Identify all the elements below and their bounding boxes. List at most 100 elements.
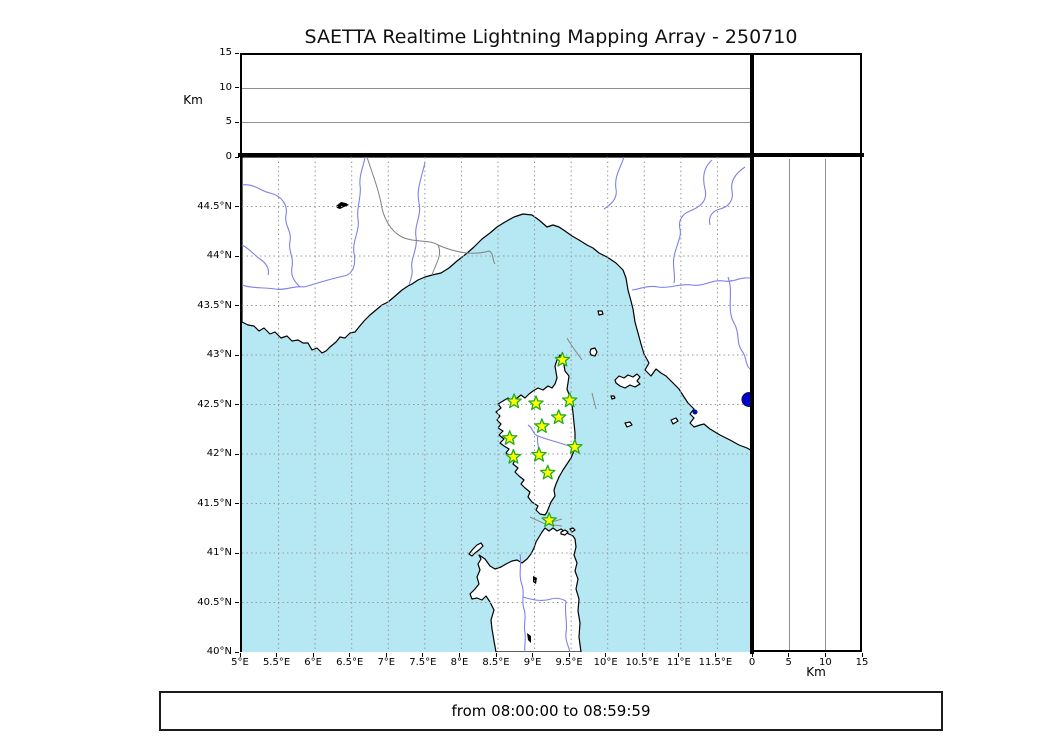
station-star-marker <box>501 430 518 445</box>
lon-tick-label: 10°E <box>593 657 618 668</box>
altitude-latitude-panel <box>752 157 862 652</box>
lon-tick-label: 8°E <box>450 657 469 668</box>
lon-tickmark <box>276 653 278 657</box>
altitude-gridline <box>242 122 750 124</box>
island-gorgona <box>597 310 604 316</box>
river <box>242 184 301 288</box>
altitude-tickmark <box>235 156 239 158</box>
panel-separator-vertical <box>750 53 754 654</box>
lat-tickmark <box>235 354 239 356</box>
lon-tickmark <box>605 653 607 657</box>
lat-tickmark <box>235 206 239 207</box>
station-star-marker <box>541 512 557 528</box>
map-gridlines <box>242 157 754 652</box>
lon-tickmark <box>495 653 497 657</box>
country-border <box>437 244 496 265</box>
time-range-text: from 08:00:00 to 08:59:59 <box>451 702 651 720</box>
island-capraia <box>589 347 598 357</box>
station-markers-group <box>501 351 583 528</box>
altitude-tick-label: 5 <box>225 116 232 128</box>
island-giglio <box>670 417 679 425</box>
km-tickmark <box>751 653 753 657</box>
river <box>631 277 754 291</box>
lat-tickmark <box>235 602 239 603</box>
island-elba <box>614 373 641 389</box>
river <box>519 553 526 652</box>
km-gridline <box>788 159 790 650</box>
river <box>603 157 625 210</box>
altitude-tickmark <box>235 121 239 123</box>
station-star-marker <box>567 438 583 454</box>
station-star-marker <box>505 448 522 464</box>
lat-tickmark <box>235 255 239 257</box>
km-tick-label: 15 <box>855 657 869 668</box>
altitude-tickmark <box>235 87 239 89</box>
lat-tick-label: 40°N <box>206 646 232 657</box>
river <box>242 244 270 276</box>
panel-separator-horizontal <box>238 153 864 157</box>
lon-tickmark <box>312 653 314 657</box>
lat-tick-label: 41.5°N <box>197 497 232 509</box>
country-border <box>366 157 441 276</box>
river <box>672 159 713 284</box>
lon-tick-label: 6.5°E <box>336 657 364 668</box>
lat-tick-label: 43.5°N <box>197 299 232 311</box>
river <box>408 161 426 286</box>
time-range-box: from 08:00:00 to 08:59:59 <box>159 691 943 731</box>
lat-tickmark <box>235 503 239 504</box>
lon-tickmark <box>714 653 716 657</box>
lat-tick-label: 42.5°N <box>197 398 232 410</box>
altitude-longitude-panel <box>240 53 752 157</box>
lat-tick-label: 44.5°N <box>197 200 232 212</box>
lat-tick-label: 44°N <box>206 250 232 261</box>
lon-tickmark <box>568 653 570 657</box>
corner-panel <box>752 53 862 157</box>
altitude-axis-label: Km <box>183 93 203 107</box>
station-star-marker <box>561 392 578 408</box>
river <box>564 600 571 652</box>
lake-sardinia <box>527 576 537 643</box>
lagoon-orbetello <box>692 409 698 415</box>
km-tick-label: 10 <box>818 657 832 668</box>
lon-tick-label: 8.5°E <box>482 657 510 668</box>
river <box>242 284 305 290</box>
station-star-marker <box>528 395 544 411</box>
station-star-marker <box>539 464 556 480</box>
lon-tickmark <box>458 653 460 657</box>
island-palmaiola <box>610 395 616 400</box>
lat-tick-label: 40.5°N <box>197 596 232 608</box>
km-tickmark <box>861 653 863 657</box>
altitude-gridline <box>242 87 750 89</box>
lat-tickmark <box>235 651 239 653</box>
lon-tick-label: 5.5°E <box>262 657 291 668</box>
rivers-group <box>242 157 754 652</box>
river <box>303 157 366 288</box>
lon-tickmark <box>532 653 534 657</box>
page-title: SAETTA Realtime Lightning Mapping Array … <box>304 26 798 48</box>
lat-tick-label: 41°N <box>206 547 232 558</box>
lon-tick-label: 7.5°E <box>409 657 437 668</box>
lat-tickmark <box>235 404 239 405</box>
lon-tick-label: 7°E <box>377 657 396 668</box>
lon-tickmark <box>385 653 387 657</box>
lon-tickmark <box>349 653 351 657</box>
river <box>522 596 567 602</box>
altitude-tick-label: 10 <box>219 81 232 93</box>
lon-tickmark <box>641 653 643 657</box>
altitude-tick-label: 0 <box>225 151 232 162</box>
station-star-marker <box>534 418 550 434</box>
lon-tick-label: 6°E <box>304 657 322 668</box>
lat-tickmark <box>235 453 239 455</box>
lon-tickmark <box>422 653 424 657</box>
coastline-continent <box>242 157 754 453</box>
lon-tickmark <box>239 653 241 657</box>
lon-tickmark <box>678 653 680 657</box>
station-star-marker <box>550 409 567 425</box>
km-gridline <box>825 159 827 650</box>
km-tick-label: 0 <box>748 657 756 668</box>
river <box>708 166 746 226</box>
map-panel <box>240 157 754 652</box>
station-star-marker <box>531 446 547 462</box>
lon-tick-label: 11°E <box>666 657 691 668</box>
